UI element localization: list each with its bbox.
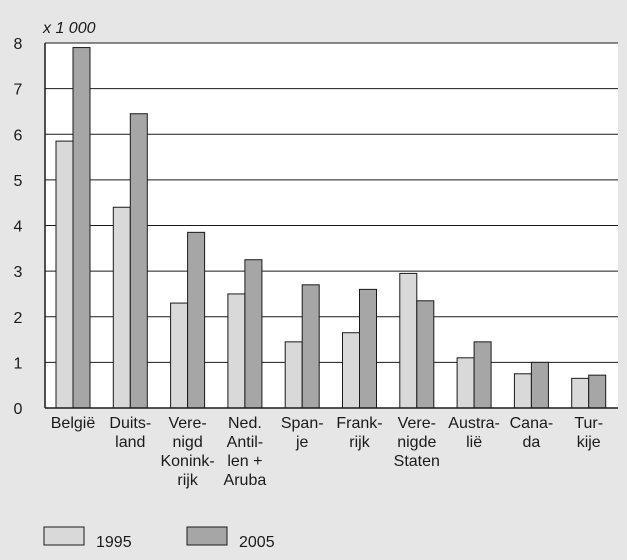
bar-2005 xyxy=(301,284,320,409)
category-label: nigd xyxy=(172,434,202,451)
bar-2005 xyxy=(359,288,377,409)
legend: 1995 2005 xyxy=(43,526,275,551)
bar-2005 xyxy=(530,361,549,409)
legend-swatch-2005 xyxy=(186,526,228,546)
y-tick-label: 5 xyxy=(14,173,23,190)
category-label: rijk xyxy=(349,434,370,451)
bar-2005 xyxy=(72,47,91,409)
category-label: Span- xyxy=(281,415,324,432)
category-label: rijk xyxy=(177,472,198,489)
y-tick-label: 7 xyxy=(14,82,23,99)
category-label: Staten xyxy=(394,453,440,470)
category-label: land xyxy=(115,434,145,451)
y-unit-label: x 1 000 xyxy=(42,20,96,37)
category-labels: België Duits-land Vere-nigd Konink-rijk Ned.… xyxy=(51,415,603,489)
category-label: kije xyxy=(577,434,601,451)
category-label: Frank- xyxy=(336,415,382,432)
y-tick-label: 8 xyxy=(14,36,23,53)
bar-2005 xyxy=(244,259,263,409)
category-label: nigde xyxy=(397,434,436,451)
bar-1995 xyxy=(112,206,131,409)
category-label: Duits- xyxy=(109,415,151,432)
bar-2005 xyxy=(416,300,435,409)
category-label: Konink- xyxy=(160,453,214,470)
y-axis-ticks: 0 1 2 3 4 5 6 7 8 xyxy=(14,36,23,418)
y-tick-label: 0 xyxy=(14,401,23,418)
y-tick-label: 6 xyxy=(14,127,23,144)
bar-2005 xyxy=(473,341,492,409)
bar-1995 xyxy=(170,302,189,409)
bar-1995 xyxy=(456,357,475,409)
category-label: Ned. xyxy=(228,415,262,432)
bar-2005 xyxy=(129,113,148,409)
category-label: Aruba xyxy=(224,472,267,489)
y-tick-label: 4 xyxy=(14,219,23,236)
y-tick-label: 1 xyxy=(14,355,23,372)
bar-1995 xyxy=(284,341,303,409)
category-label: Tur- xyxy=(574,415,603,432)
bar-2005 xyxy=(187,231,206,409)
category-label: len + xyxy=(227,453,262,470)
category-label: België xyxy=(51,415,96,432)
category-label: Vere- xyxy=(398,415,436,432)
y-tick-label: 2 xyxy=(14,310,23,327)
category-label: Antil- xyxy=(227,434,263,451)
bar-1995 xyxy=(571,377,590,409)
legend-label-1995: 1995 xyxy=(96,534,132,551)
y-tick-label: 3 xyxy=(14,264,23,281)
legend-label-2005: 2005 xyxy=(239,534,275,551)
category-label: je xyxy=(295,434,309,451)
category-label: Austra- xyxy=(448,415,500,432)
bar-2005 xyxy=(588,374,607,409)
category-label: Cana- xyxy=(510,415,554,432)
bar-1995 xyxy=(55,140,74,409)
category-label: Vere- xyxy=(168,415,206,432)
bar-1995 xyxy=(513,373,532,409)
category-label: da xyxy=(523,434,541,451)
bar-1995 xyxy=(342,332,360,409)
bar-1995 xyxy=(399,272,418,409)
legend-swatch-1995 xyxy=(43,526,85,546)
bar-1995 xyxy=(227,293,246,409)
category-label: lië xyxy=(466,434,482,451)
